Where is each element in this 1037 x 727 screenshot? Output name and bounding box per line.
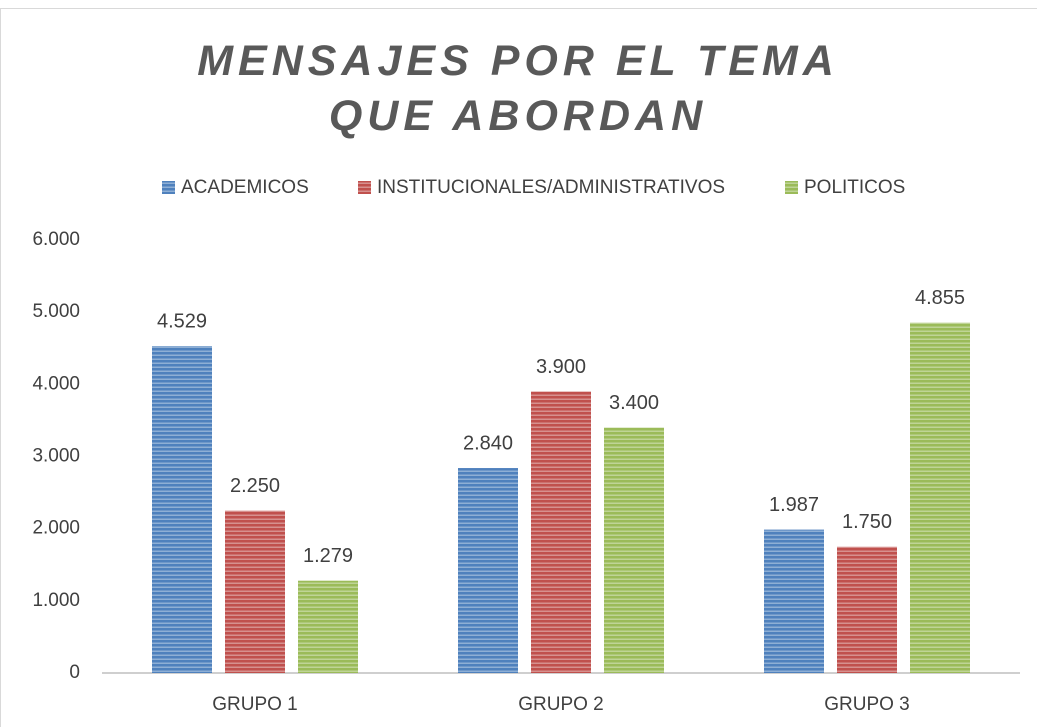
x-tick-label: GRUPO 1 (212, 694, 298, 715)
y-tick-label: 6.000 (32, 229, 80, 250)
bar (225, 510, 285, 673)
legend-label: ACADEMICOS (181, 177, 309, 198)
bar (531, 391, 591, 673)
y-tick-label: 0 (69, 662, 80, 683)
bar (604, 427, 664, 673)
bar (152, 346, 212, 673)
bar (837, 546, 897, 673)
bar (764, 529, 824, 673)
x-tick-label: GRUPO 2 (518, 694, 604, 715)
legend-swatch (785, 181, 798, 194)
value-label: 3.400 (609, 392, 659, 414)
legend-swatch (162, 181, 175, 194)
value-label: 3.900 (536, 356, 586, 378)
value-label: 2.250 (230, 475, 280, 497)
value-label: 2.840 (463, 432, 513, 454)
y-tick-label: 5.000 (32, 301, 80, 322)
value-label: 4.855 (915, 287, 965, 309)
bar (298, 580, 358, 673)
chart-title: MENSAJES POR EL TEMA QUE ABORDAN (197, 37, 839, 140)
y-tick-label: 4.000 (32, 373, 80, 394)
legend-swatch (358, 181, 371, 194)
legend-label: POLITICOS (804, 177, 905, 198)
value-label: 1.750 (842, 511, 892, 533)
legend-label: INSTITUCIONALES/ADMINISTRATIVOS (377, 177, 725, 198)
y-tick-label: 1.000 (32, 590, 80, 611)
value-label: 1.279 (303, 545, 353, 567)
y-tick-label: 3.000 (32, 446, 80, 467)
chart-border (0, 8, 1037, 727)
value-label: 4.529 (157, 310, 207, 332)
value-label: 1.987 (769, 494, 819, 516)
bar (910, 322, 970, 673)
y-tick-label: 2.000 (32, 518, 80, 539)
bar (458, 468, 518, 673)
x-tick-label: GRUPO 3 (824, 694, 910, 715)
